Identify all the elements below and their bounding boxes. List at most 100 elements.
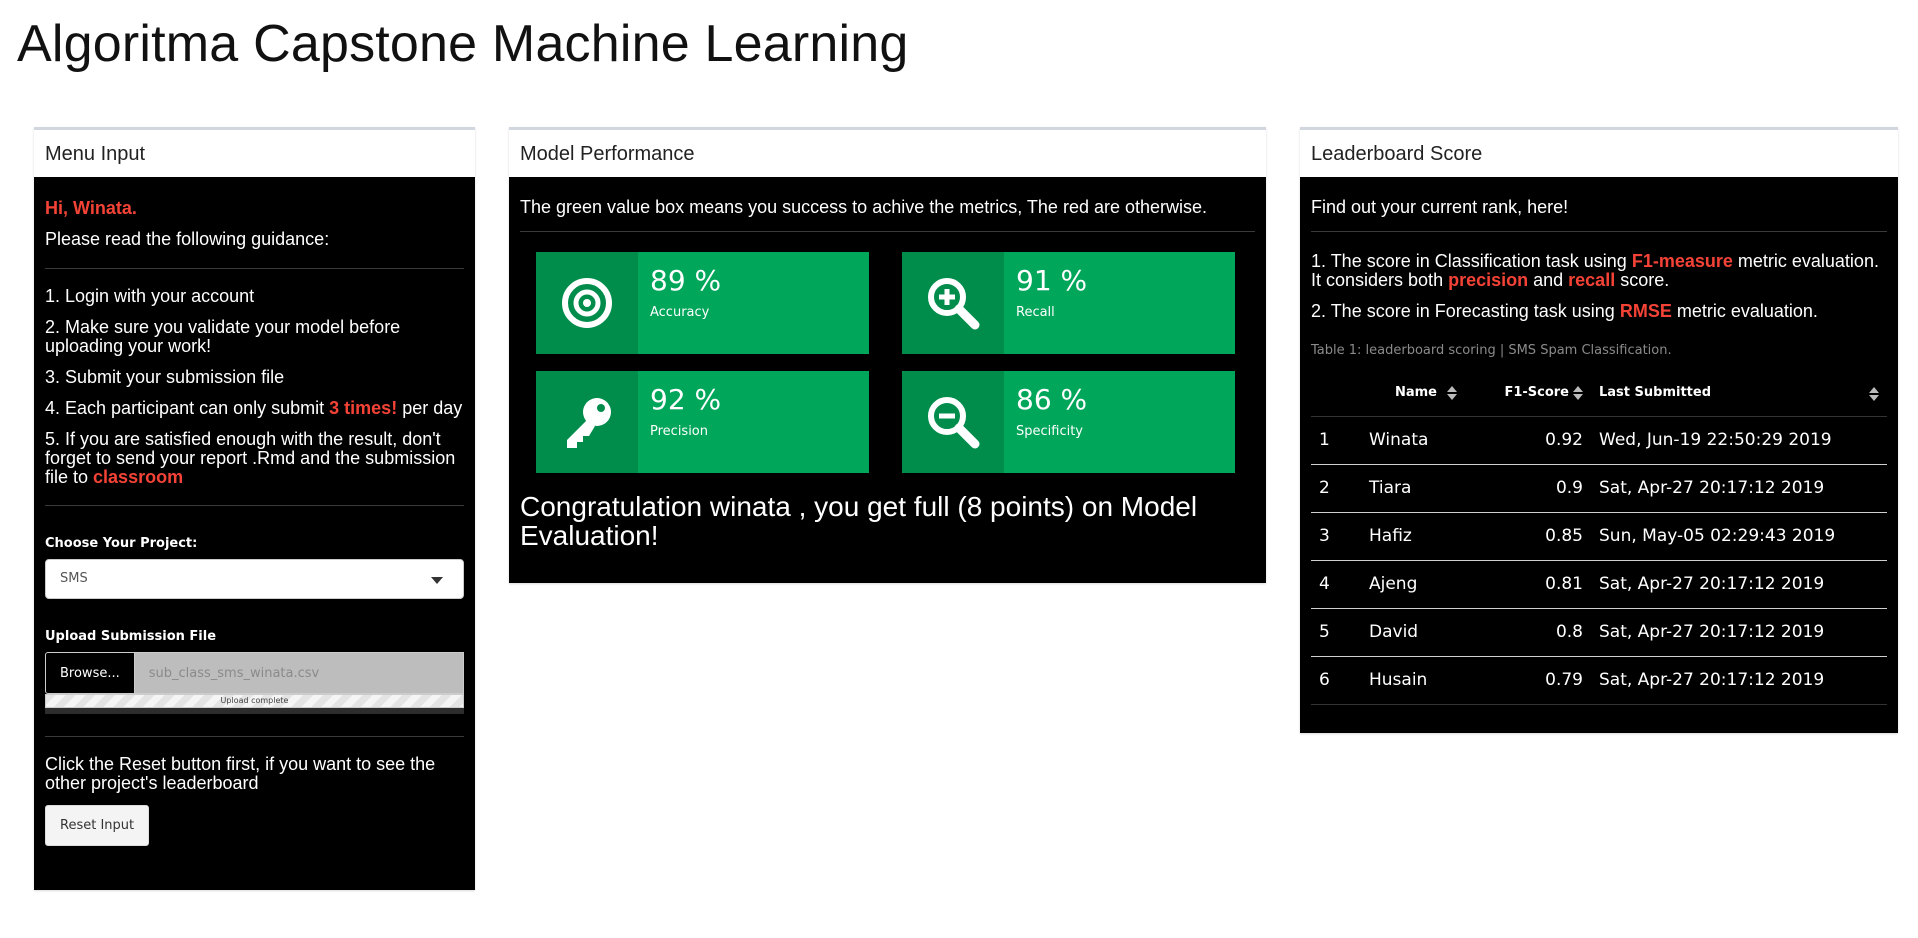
rank-cell: 2 bbox=[1311, 464, 1361, 513]
criteria-text: 2. The score in Forecasting task using bbox=[1311, 301, 1620, 321]
table-row: 6 Husain 0.79 Sat, Apr-27 20:17:12 2019 bbox=[1311, 656, 1887, 705]
rank-cell: 6 bbox=[1311, 656, 1361, 705]
value-box-specificity: 86 % Specificity bbox=[902, 371, 1235, 473]
menu-input-header: Menu Input bbox=[34, 130, 475, 177]
name-cell: Hafiz bbox=[1361, 512, 1491, 561]
leaderboard-intro: Find out your current rank, here! bbox=[1311, 197, 1569, 217]
menu-input-panel: Menu Input Hi, Winata. Please read the f… bbox=[34, 127, 475, 890]
value-box-precision: 92 % Precision bbox=[536, 371, 869, 473]
criteria-highlight: precision bbox=[1448, 270, 1529, 290]
criteria-highlight: recall bbox=[1568, 270, 1616, 290]
name-cell: Winata bbox=[1361, 416, 1491, 465]
step5-text: 5. If you are satisfied enough with the … bbox=[45, 429, 456, 487]
rank-cell: 3 bbox=[1311, 512, 1361, 561]
sort-icon bbox=[1573, 385, 1583, 400]
score-cell: 0.9 bbox=[1491, 464, 1591, 513]
divider bbox=[520, 231, 1255, 232]
accuracy-label: Accuracy bbox=[650, 305, 710, 320]
sort-icon bbox=[1869, 386, 1879, 401]
file-upload: Browse... sub_class_sms_winata.csv bbox=[45, 652, 464, 694]
name-cell: Husain bbox=[1361, 656, 1491, 705]
column-header-submitted[interactable]: Last Submitted bbox=[1591, 370, 1887, 417]
upload-progress-bar: Upload complete bbox=[45, 694, 464, 708]
table-caption: Table 1: leaderboard scoring | SMS Spam … bbox=[1311, 343, 1672, 358]
table-row: 5 David 0.8 Sat, Apr-27 20:17:12 2019 bbox=[1311, 608, 1887, 657]
project-select[interactable]: SMS bbox=[45, 559, 464, 599]
criteria-classification: 1. The score in Classification task usin… bbox=[1311, 252, 1887, 290]
score-cell: 0.79 bbox=[1491, 656, 1591, 705]
criteria-text: 1. The score in Classification task usin… bbox=[1311, 251, 1632, 271]
greeting: Hi, Winata. bbox=[45, 198, 137, 218]
criteria-highlight: RMSE bbox=[1619, 301, 1672, 321]
criteria-highlight: F1-measure bbox=[1631, 251, 1733, 271]
browse-button[interactable]: Browse... bbox=[45, 652, 135, 694]
sort-icon bbox=[1447, 385, 1457, 400]
reset-input-button[interactable]: Reset Input bbox=[45, 805, 150, 846]
column-header-rank bbox=[1311, 370, 1361, 417]
leaderboard-panel: Leaderboard Score Find out your current … bbox=[1300, 127, 1898, 733]
leaderboard-header: Leaderboard Score bbox=[1300, 130, 1898, 177]
reset-hint: Click the Reset button first, if you wan… bbox=[45, 754, 436, 793]
rank-cell: 5 bbox=[1311, 608, 1361, 657]
model-performance-panel: Model Performance The green value box me… bbox=[509, 127, 1266, 583]
value-box-accuracy: 89 % Accuracy bbox=[536, 252, 869, 354]
criteria-text: metric evaluation. bbox=[1671, 301, 1818, 321]
column-label: Last Submitted bbox=[1599, 384, 1712, 400]
rank-cell: 4 bbox=[1311, 560, 1361, 609]
column-header-name[interactable]: Name bbox=[1361, 370, 1491, 417]
step4-highlight: 3 times! bbox=[329, 398, 398, 418]
divider bbox=[45, 505, 464, 506]
divider bbox=[45, 268, 464, 269]
table-row: 1 Winata 0.92 Wed, Jun-19 22:50:29 2019 bbox=[1311, 416, 1887, 465]
divider bbox=[1311, 231, 1887, 232]
name-cell: Tiara bbox=[1361, 464, 1491, 513]
guidance-step: 4. Each participant can only submit 3 ti… bbox=[45, 399, 464, 418]
chevron-down-icon bbox=[431, 577, 443, 584]
performance-note: The green value box means you success to… bbox=[520, 197, 1208, 217]
score-cell: 0.81 bbox=[1491, 560, 1591, 609]
divider bbox=[45, 736, 464, 737]
criteria-text: and bbox=[1528, 270, 1569, 290]
precision-label: Precision bbox=[650, 424, 709, 439]
guidance-step: 2. Make sure you validate your model bef… bbox=[45, 317, 401, 356]
project-label: Choose Your Project: bbox=[45, 536, 198, 551]
submitted-cell: Sun, May-05 02:29:43 2019 bbox=[1591, 512, 1887, 561]
file-name-field[interactable]: sub_class_sms_winata.csv bbox=[134, 652, 464, 694]
score-cell: 0.85 bbox=[1491, 512, 1591, 561]
guidance-step: 5. If you are satisfied enough with the … bbox=[45, 430, 464, 487]
bullseye-icon bbox=[536, 252, 638, 354]
guidance-step: 1. Login with your account bbox=[45, 286, 255, 306]
rank-cell: 1 bbox=[1311, 416, 1361, 465]
criteria-text: score. bbox=[1615, 270, 1670, 290]
precision-value: 92 % bbox=[650, 383, 722, 416]
page-title: Algoritma Capstone Machine Learning bbox=[17, 15, 909, 73]
column-label: F1-Score bbox=[1504, 385, 1569, 401]
guidance-intro: Please read the following guidance: bbox=[45, 229, 330, 249]
specificity-label: Specificity bbox=[1016, 424, 1083, 439]
project-select-value: SMS bbox=[60, 571, 88, 586]
accuracy-value: 89 % bbox=[650, 264, 722, 297]
score-cell: 0.8 bbox=[1491, 608, 1591, 657]
guidance-step: 3. Submit your submission file bbox=[45, 367, 285, 387]
column-label: Name bbox=[1394, 385, 1437, 401]
submitted-cell: Sat, Apr-27 20:17:12 2019 bbox=[1591, 656, 1887, 705]
search-minus-icon bbox=[902, 371, 1004, 473]
upload-label: Upload Submission File bbox=[45, 629, 217, 644]
leaderboard-table: Name F1-Score Last Submitted 1 Winata 0.… bbox=[1311, 370, 1887, 705]
key-icon bbox=[536, 371, 638, 473]
recall-value: 91 % bbox=[1016, 264, 1088, 297]
table-row: 2 Tiara 0.9 Sat, Apr-27 20:17:12 2019 bbox=[1311, 464, 1887, 513]
name-cell: David bbox=[1361, 608, 1491, 657]
step4-suffix: per day bbox=[397, 398, 463, 418]
model-performance-header: Model Performance bbox=[509, 130, 1266, 177]
criteria-text: metric evaluation. It considers both bbox=[1311, 251, 1879, 290]
recall-label: Recall bbox=[1016, 305, 1055, 320]
criteria-forecasting: 2. The score in Forecasting task using R… bbox=[1311, 302, 1887, 321]
column-header-score[interactable]: F1-Score bbox=[1491, 370, 1591, 417]
value-box-recall: 91 % Recall bbox=[902, 252, 1235, 354]
name-cell: Ajeng bbox=[1361, 560, 1491, 609]
table-row: 4 Ajeng 0.81 Sat, Apr-27 20:17:12 2019 bbox=[1311, 560, 1887, 609]
table-row: 3 Hafiz 0.85 Sun, May-05 02:29:43 2019 bbox=[1311, 512, 1887, 561]
congratulation-message: Congratulation winata , you get full (8 … bbox=[520, 491, 1198, 551]
search-plus-icon bbox=[902, 252, 1004, 354]
